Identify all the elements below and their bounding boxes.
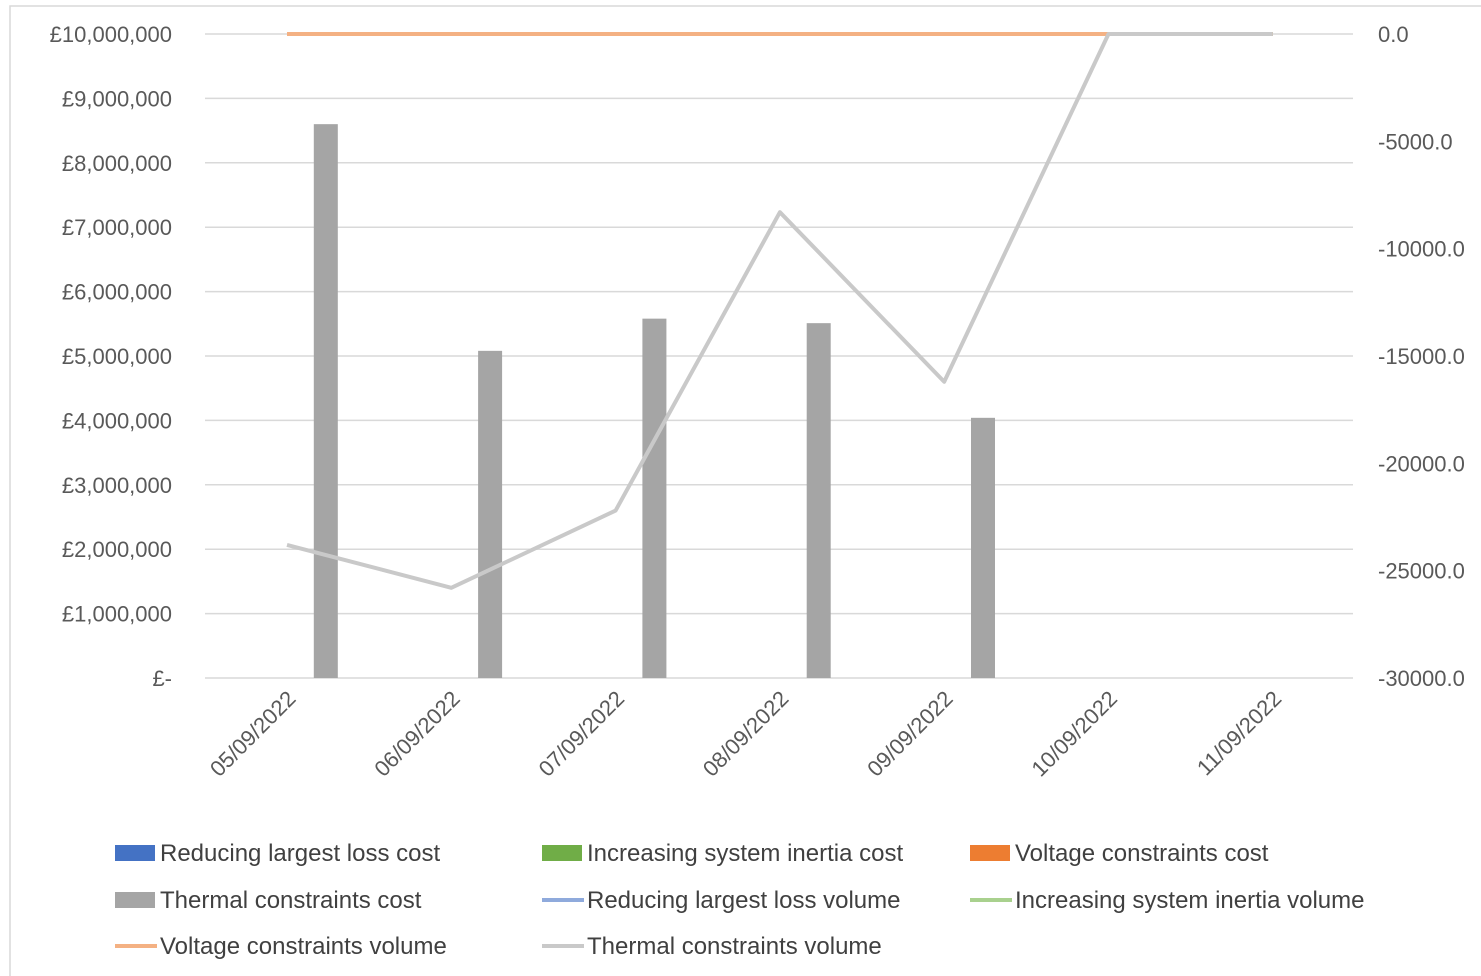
x-axis-tick-label: 08/09/2022 — [698, 686, 794, 782]
left-axis-tick-label: £6,000,000 — [62, 280, 172, 305]
left-axis-tick-label: £8,000,000 — [62, 151, 172, 176]
x-axis-tick-label: 06/09/2022 — [369, 686, 465, 782]
legend-label: Reducing largest loss volume — [587, 887, 901, 914]
bar — [313, 124, 338, 678]
bar-series — [313, 124, 995, 678]
right-axis-tick-label: -30000.0 — [1378, 666, 1465, 691]
legend-swatch — [542, 845, 582, 861]
right-axis-tick-label: -25000.0 — [1378, 559, 1465, 584]
left-axis-tick-label: £- — [152, 666, 172, 691]
left-axis-tick-label: £10,000,000 — [50, 22, 172, 47]
bar — [478, 350, 503, 678]
x-axis-tick-label: 05/09/2022 — [205, 686, 301, 782]
right-axis-tick-label: -10000.0 — [1378, 237, 1465, 262]
legend-label: Voltage constraints volume — [160, 933, 447, 960]
left-axis-tick-label: £3,000,000 — [62, 473, 172, 498]
left-axis-tick-label: £1,000,000 — [62, 602, 172, 627]
x-axis-tick-label: 11/09/2022 — [1192, 686, 1286, 780]
right-axis-tick-label: -15000.0 — [1378, 344, 1465, 369]
legend-label: Reducing largest loss cost — [160, 840, 440, 867]
gridlines — [205, 33, 1353, 679]
left-axis-tick-label: £9,000,000 — [62, 86, 172, 111]
left-axis-tick-label: £7,000,000 — [62, 215, 172, 240]
legend-swatch — [970, 845, 1010, 861]
x-axis-tick-label: 07/09/2022 — [534, 686, 630, 782]
legend-label: Thermal constraints volume — [587, 933, 882, 960]
legend-swatch — [115, 845, 155, 861]
legend-swatch — [115, 892, 155, 908]
line-series — [286, 32, 1273, 590]
legend-label: Increasing system inertia cost — [587, 840, 903, 867]
legend: Reducing largest loss cost Increasing sys… — [115, 840, 1364, 960]
right-axis-tick-label: 0.0 — [1378, 22, 1409, 47]
bar — [642, 318, 667, 678]
legend-label: Voltage constraints cost — [1015, 840, 1269, 867]
right-axis-tick-label: -5000.0 — [1378, 129, 1453, 154]
x-axis-tick-label: 09/09/2022 — [862, 686, 958, 782]
x-axis: 05/09/2022 06/09/2022 07/09/2022 08/09/2022… — [205, 686, 1286, 782]
left-axis: £- £1,000,000 £2,000,000 £3,000,000 £4,000,0… — [50, 22, 172, 691]
right-axis: -30000.0 -25000.0 -20000.0 -15000.0 -10000.0… — [1378, 22, 1465, 691]
legend-label: Thermal constraints cost — [160, 887, 422, 914]
series-line — [286, 32, 1273, 590]
left-axis-tick-label: £5,000,000 — [62, 344, 172, 369]
chart-border — [9, 5, 1481, 976]
right-axis-tick-label: -20000.0 — [1378, 451, 1465, 476]
x-axis-tick-label: 10/09/2022 — [1026, 686, 1122, 782]
left-axis-tick-label: £4,000,000 — [62, 408, 172, 433]
bar — [806, 323, 831, 678]
left-axis-tick-label: £2,000,000 — [62, 537, 172, 562]
bar — [971, 417, 995, 678]
legend-label: Increasing system inertia volume — [1015, 887, 1364, 914]
